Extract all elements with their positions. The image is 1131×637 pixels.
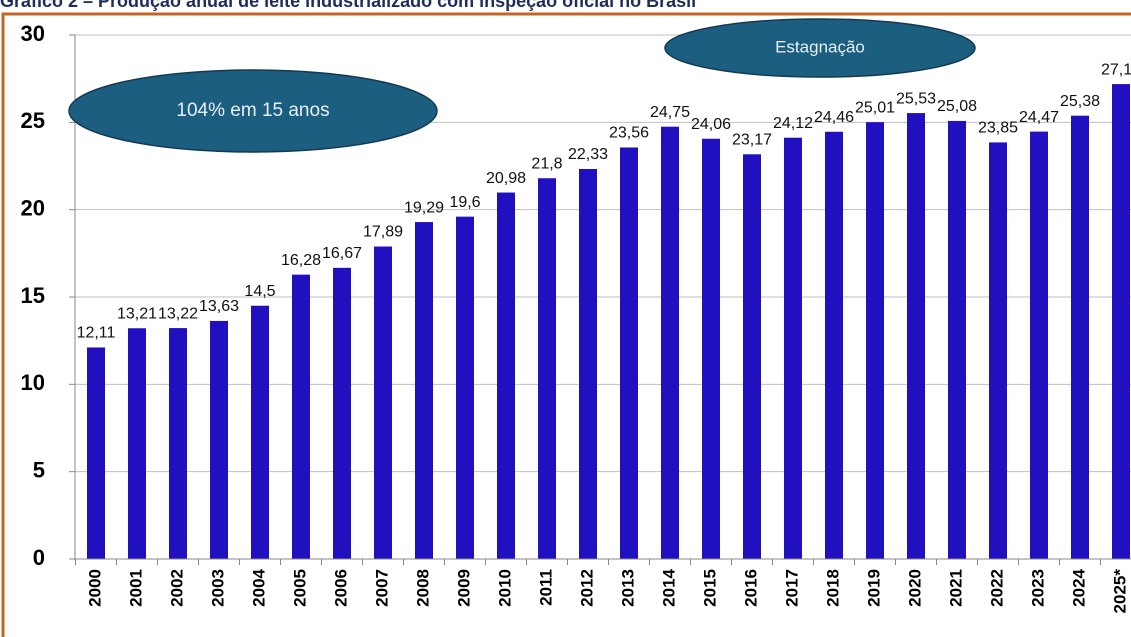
x-tick-label: 2015 bbox=[700, 569, 719, 607]
annotation: 104% em 15 anos bbox=[176, 100, 329, 121]
value-label: 25,08 bbox=[937, 98, 977, 115]
value-label: 25,53 bbox=[896, 90, 936, 107]
bar bbox=[415, 222, 433, 559]
value-label: 27,19 bbox=[1101, 61, 1131, 78]
value-label: 25,38 bbox=[1060, 93, 1100, 110]
value-label: 16,28 bbox=[281, 252, 321, 269]
x-tick-label: 2009 bbox=[454, 569, 473, 607]
x-tick-label: 2017 bbox=[782, 569, 801, 607]
value-label: 24,12 bbox=[773, 115, 813, 132]
x-tick-label: 2021 bbox=[946, 569, 965, 607]
value-label: 13,63 bbox=[199, 298, 239, 315]
y-tick-label: 5 bbox=[33, 457, 45, 482]
chart-title: Gráfico 2 – Produção anual de leite indu… bbox=[0, 0, 696, 11]
x-tick-label: 2011 bbox=[536, 569, 555, 606]
y-tick-label: 25 bbox=[21, 108, 45, 133]
y-tick-label: 10 bbox=[21, 370, 45, 395]
title-bg bbox=[0, 0, 1131, 12]
bar bbox=[661, 126, 679, 559]
value-label: 16,67 bbox=[322, 245, 362, 262]
x-tick-label: 2020 bbox=[905, 569, 924, 607]
bar bbox=[292, 274, 310, 559]
value-label: 17,89 bbox=[363, 224, 403, 241]
x-tick-label: 2005 bbox=[290, 569, 309, 607]
value-label: 12,11 bbox=[77, 325, 116, 342]
x-tick-label: 2014 bbox=[659, 568, 678, 606]
value-label: 22,33 bbox=[568, 146, 608, 163]
y-tick-label: 20 bbox=[21, 195, 45, 220]
bar bbox=[87, 347, 105, 559]
value-label: 24,06 bbox=[691, 116, 731, 133]
value-label: 23,85 bbox=[978, 120, 1018, 137]
bar bbox=[374, 246, 392, 559]
bar bbox=[1071, 115, 1089, 560]
y-tick-label: 15 bbox=[21, 283, 45, 308]
value-label: 24,46 bbox=[814, 109, 854, 126]
value-label: 20,98 bbox=[486, 170, 526, 187]
value-label: 14,5 bbox=[244, 283, 275, 300]
bar bbox=[620, 147, 638, 559]
x-tick-label: 2002 bbox=[167, 569, 186, 607]
bar bbox=[1030, 131, 1048, 559]
x-tick-label: 2023 bbox=[1028, 569, 1047, 607]
bar bbox=[948, 120, 966, 559]
x-tick-label: 2025* bbox=[1110, 569, 1129, 614]
bar bbox=[497, 192, 515, 560]
value-label: 23,56 bbox=[609, 125, 649, 142]
x-tick-label: 2000 bbox=[85, 569, 104, 607]
bar bbox=[251, 305, 269, 559]
bar bbox=[210, 320, 228, 559]
x-tick-label: 2003 bbox=[208, 569, 227, 607]
x-tick-label: 2001 bbox=[126, 569, 145, 607]
value-label: 21,8 bbox=[531, 155, 562, 172]
bar bbox=[579, 168, 597, 559]
x-tick-label: 2024 bbox=[1069, 568, 1088, 606]
bar bbox=[169, 328, 187, 559]
bar bbox=[128, 328, 146, 559]
frame bbox=[1, 12, 1131, 637]
bar bbox=[825, 131, 843, 560]
bar bbox=[538, 178, 556, 559]
bar bbox=[456, 216, 474, 560]
annotation-ellipse bbox=[664, 18, 976, 78]
value-label: 19,29 bbox=[404, 199, 444, 216]
y-tick-label: 0 bbox=[33, 545, 45, 570]
x-tick-label: 2018 bbox=[823, 569, 842, 607]
value-label: 13,22 bbox=[158, 305, 198, 322]
value-label: 19,6 bbox=[449, 194, 480, 211]
bar bbox=[784, 137, 802, 560]
x-tick-label: 2006 bbox=[331, 569, 350, 607]
value-label: 25,01 bbox=[855, 99, 895, 116]
annotation-ellipse bbox=[68, 69, 438, 153]
value-label: 24,75 bbox=[650, 104, 690, 121]
value-label: 23,17 bbox=[732, 132, 772, 149]
x-tick-label: 2022 bbox=[987, 569, 1006, 607]
x-tick-label: 2019 bbox=[864, 569, 883, 607]
x-tick-label: 2008 bbox=[413, 569, 432, 607]
bar bbox=[702, 138, 720, 559]
x-tick-label: 2004 bbox=[249, 568, 268, 606]
bar bbox=[907, 113, 925, 560]
annotation: Estagnação bbox=[775, 37, 865, 56]
bar bbox=[743, 154, 761, 559]
x-tick-label: 2012 bbox=[577, 569, 596, 607]
value-label: 13,21 bbox=[117, 305, 157, 322]
x-tick-label: 2016 bbox=[741, 569, 760, 607]
bar bbox=[989, 142, 1007, 560]
x-tick-label: 2007 bbox=[372, 569, 391, 607]
bar bbox=[866, 122, 884, 560]
y-tick-label: 30 bbox=[21, 21, 45, 46]
x-tick-label: 2013 bbox=[618, 569, 637, 607]
value-label: 24,47 bbox=[1019, 109, 1059, 126]
bar bbox=[1112, 84, 1130, 560]
bar bbox=[333, 267, 351, 559]
x-tick-label: 2010 bbox=[495, 569, 514, 607]
